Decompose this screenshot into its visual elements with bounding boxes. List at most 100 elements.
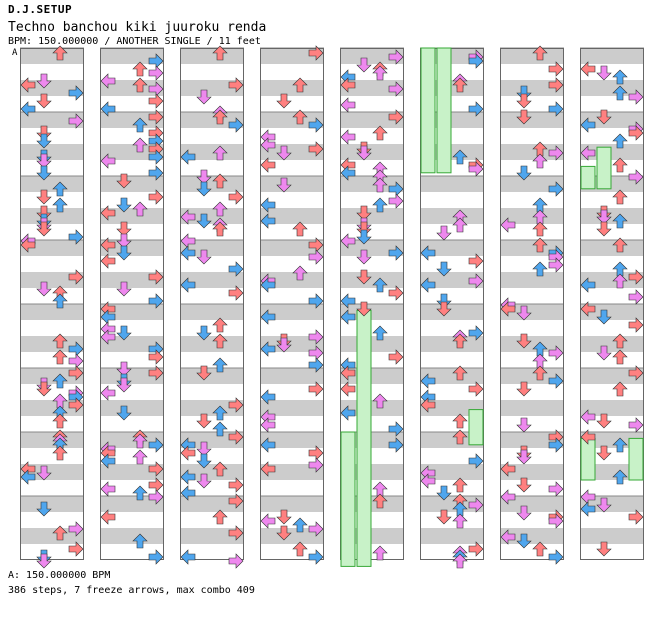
down-arrow-icon: [36, 165, 52, 181]
up-arrow-icon: [532, 261, 548, 277]
left-arrow-icon: [100, 205, 116, 221]
freeze-arrow: [356, 309, 372, 567]
up-arrow-icon: [212, 317, 228, 333]
down-arrow-icon: [516, 165, 532, 181]
right-arrow-icon: [468, 497, 484, 513]
beat-band: [180, 80, 244, 96]
right-arrow-icon: [68, 85, 84, 101]
column-border: [340, 48, 404, 560]
left-arrow-icon: [340, 165, 356, 181]
freeze-arrow: [596, 146, 612, 190]
down-arrow-icon: [276, 177, 292, 193]
up-arrow-icon: [52, 181, 68, 197]
beat-band: [500, 368, 564, 384]
beat-band: [340, 336, 404, 352]
left-arrow-icon: [20, 77, 36, 93]
left-arrow-icon: [100, 73, 116, 89]
right-arrow-icon: [628, 125, 644, 141]
up-arrow-icon: [612, 133, 628, 149]
up-arrow-icon: [52, 373, 68, 389]
beat-band: [260, 400, 324, 416]
left-arrow-icon: [260, 213, 276, 229]
down-arrow-icon: [356, 57, 372, 73]
beat-band: [500, 208, 564, 224]
left-arrow-icon: [500, 461, 516, 477]
left-arrow-icon: [340, 381, 356, 397]
up-arrow-icon: [212, 421, 228, 437]
right-arrow-icon: [308, 293, 324, 309]
down-arrow-icon: [516, 381, 532, 397]
beat-band: [500, 240, 564, 256]
down-arrow-icon: [36, 501, 52, 517]
up-arrow-icon: [612, 69, 628, 85]
beat-band: [260, 528, 324, 544]
column-border: [20, 48, 84, 560]
down-arrow-icon: [36, 465, 52, 481]
beat-band: [580, 176, 644, 192]
left-arrow-icon: [180, 469, 196, 485]
beat-band: [20, 528, 84, 544]
right-arrow-icon: [148, 93, 164, 109]
chart-column: [20, 45, 84, 569]
right-arrow-icon: [468, 273, 484, 289]
freeze-arrow: [468, 409, 484, 446]
left-arrow-icon: [20, 237, 36, 253]
beat-band: [180, 272, 244, 288]
up-arrow-icon: [612, 157, 628, 173]
right-arrow-icon: [308, 457, 324, 473]
chart-info: BPM: 150.000000 / ANOTHER SINGLE / 11 fe…: [8, 36, 261, 47]
up-arrow-icon: [612, 85, 628, 101]
down-arrow-icon: [516, 533, 532, 549]
down-arrow-icon: [356, 145, 372, 161]
beat-band: [100, 240, 164, 256]
beat-band: [100, 80, 164, 96]
right-arrow-icon: [228, 553, 244, 569]
up-arrow-icon: [372, 493, 388, 509]
down-arrow-icon: [436, 509, 452, 525]
right-arrow-icon: [148, 461, 164, 477]
up-arrow-icon: [132, 137, 148, 153]
right-arrow-icon: [628, 169, 644, 185]
down-arrow-icon: [516, 417, 532, 433]
up-arrow-icon: [292, 109, 308, 125]
beat-band: [580, 336, 644, 352]
right-arrow-icon: [228, 429, 244, 445]
beat-band: [260, 304, 324, 320]
down-arrow-icon: [116, 377, 132, 393]
up-arrow-icon: [532, 541, 548, 557]
beat-band: [260, 368, 324, 384]
beat-band: [420, 368, 484, 384]
down-arrow-icon: [36, 73, 52, 89]
up-arrow-icon: [612, 213, 628, 229]
beat-band: [580, 208, 644, 224]
beat-band: [580, 144, 644, 160]
down-arrow-icon: [356, 205, 372, 221]
beat-band: [500, 272, 564, 288]
beat-band: [340, 496, 404, 512]
down-arrow-icon: [276, 93, 292, 109]
beat-band: [420, 48, 484, 64]
down-arrow-icon: [196, 441, 212, 457]
left-arrow-icon: [260, 437, 276, 453]
freeze-arrow: [628, 437, 644, 481]
right-arrow-icon: [228, 189, 244, 205]
beat-band: [500, 432, 564, 448]
left-arrow-icon: [260, 277, 276, 293]
down-arrow-icon: [196, 325, 212, 341]
beat-band: [580, 368, 644, 384]
right-arrow-icon: [228, 285, 244, 301]
up-arrow-icon: [212, 405, 228, 421]
up-arrow-icon: [612, 273, 628, 289]
up-arrow-icon: [52, 525, 68, 541]
left-arrow-icon: [580, 409, 596, 425]
left-arrow-icon: [20, 469, 36, 485]
right-arrow-icon: [68, 521, 84, 537]
left-arrow-icon: [100, 385, 116, 401]
down-arrow-icon: [36, 221, 52, 237]
beat-band: [260, 208, 324, 224]
up-arrow-icon: [612, 437, 628, 453]
left-arrow-icon: [580, 501, 596, 517]
down-arrow-icon: [516, 333, 532, 349]
up-arrow-icon: [372, 65, 388, 81]
down-arrow-icon: [36, 205, 52, 221]
